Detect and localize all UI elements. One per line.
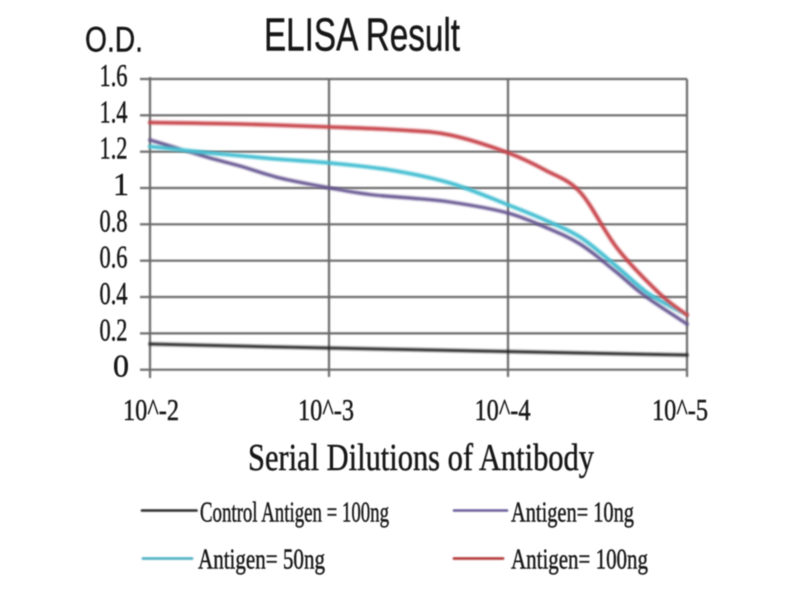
svg-text:0: 0	[113, 348, 129, 384]
svg-text:1: 1	[113, 166, 129, 202]
svg-text:0.6: 0.6	[100, 239, 128, 275]
svg-text:10^-3: 10^-3	[298, 392, 354, 427]
svg-text:1.6: 1.6	[100, 57, 128, 93]
svg-text:ELISA Result: ELISA Result	[264, 9, 460, 61]
svg-text:0.2: 0.2	[100, 311, 128, 347]
svg-text:10^-2: 10^-2	[123, 392, 179, 427]
svg-text:O.D.: O.D.	[85, 21, 143, 60]
svg-text:10^-5: 10^-5	[652, 392, 708, 427]
svg-text:Serial Dilutions of Antibody: Serial Dilutions of Antibody	[248, 437, 594, 479]
svg-text:10^-4: 10^-4	[475, 392, 531, 427]
svg-text:Antigen= 100ng: Antigen= 100ng	[511, 545, 648, 576]
svg-text:Antigen= 10ng: Antigen= 10ng	[511, 498, 634, 529]
svg-text:Control Antigen = 100ng: Control Antigen = 100ng	[200, 498, 389, 529]
svg-text:1.4: 1.4	[100, 93, 128, 129]
svg-text:0.4: 0.4	[100, 275, 128, 311]
svg-text:0.8: 0.8	[100, 202, 128, 238]
svg-text:1.2: 1.2	[100, 130, 128, 166]
svg-text:Antigen= 50ng: Antigen= 50ng	[198, 545, 325, 576]
